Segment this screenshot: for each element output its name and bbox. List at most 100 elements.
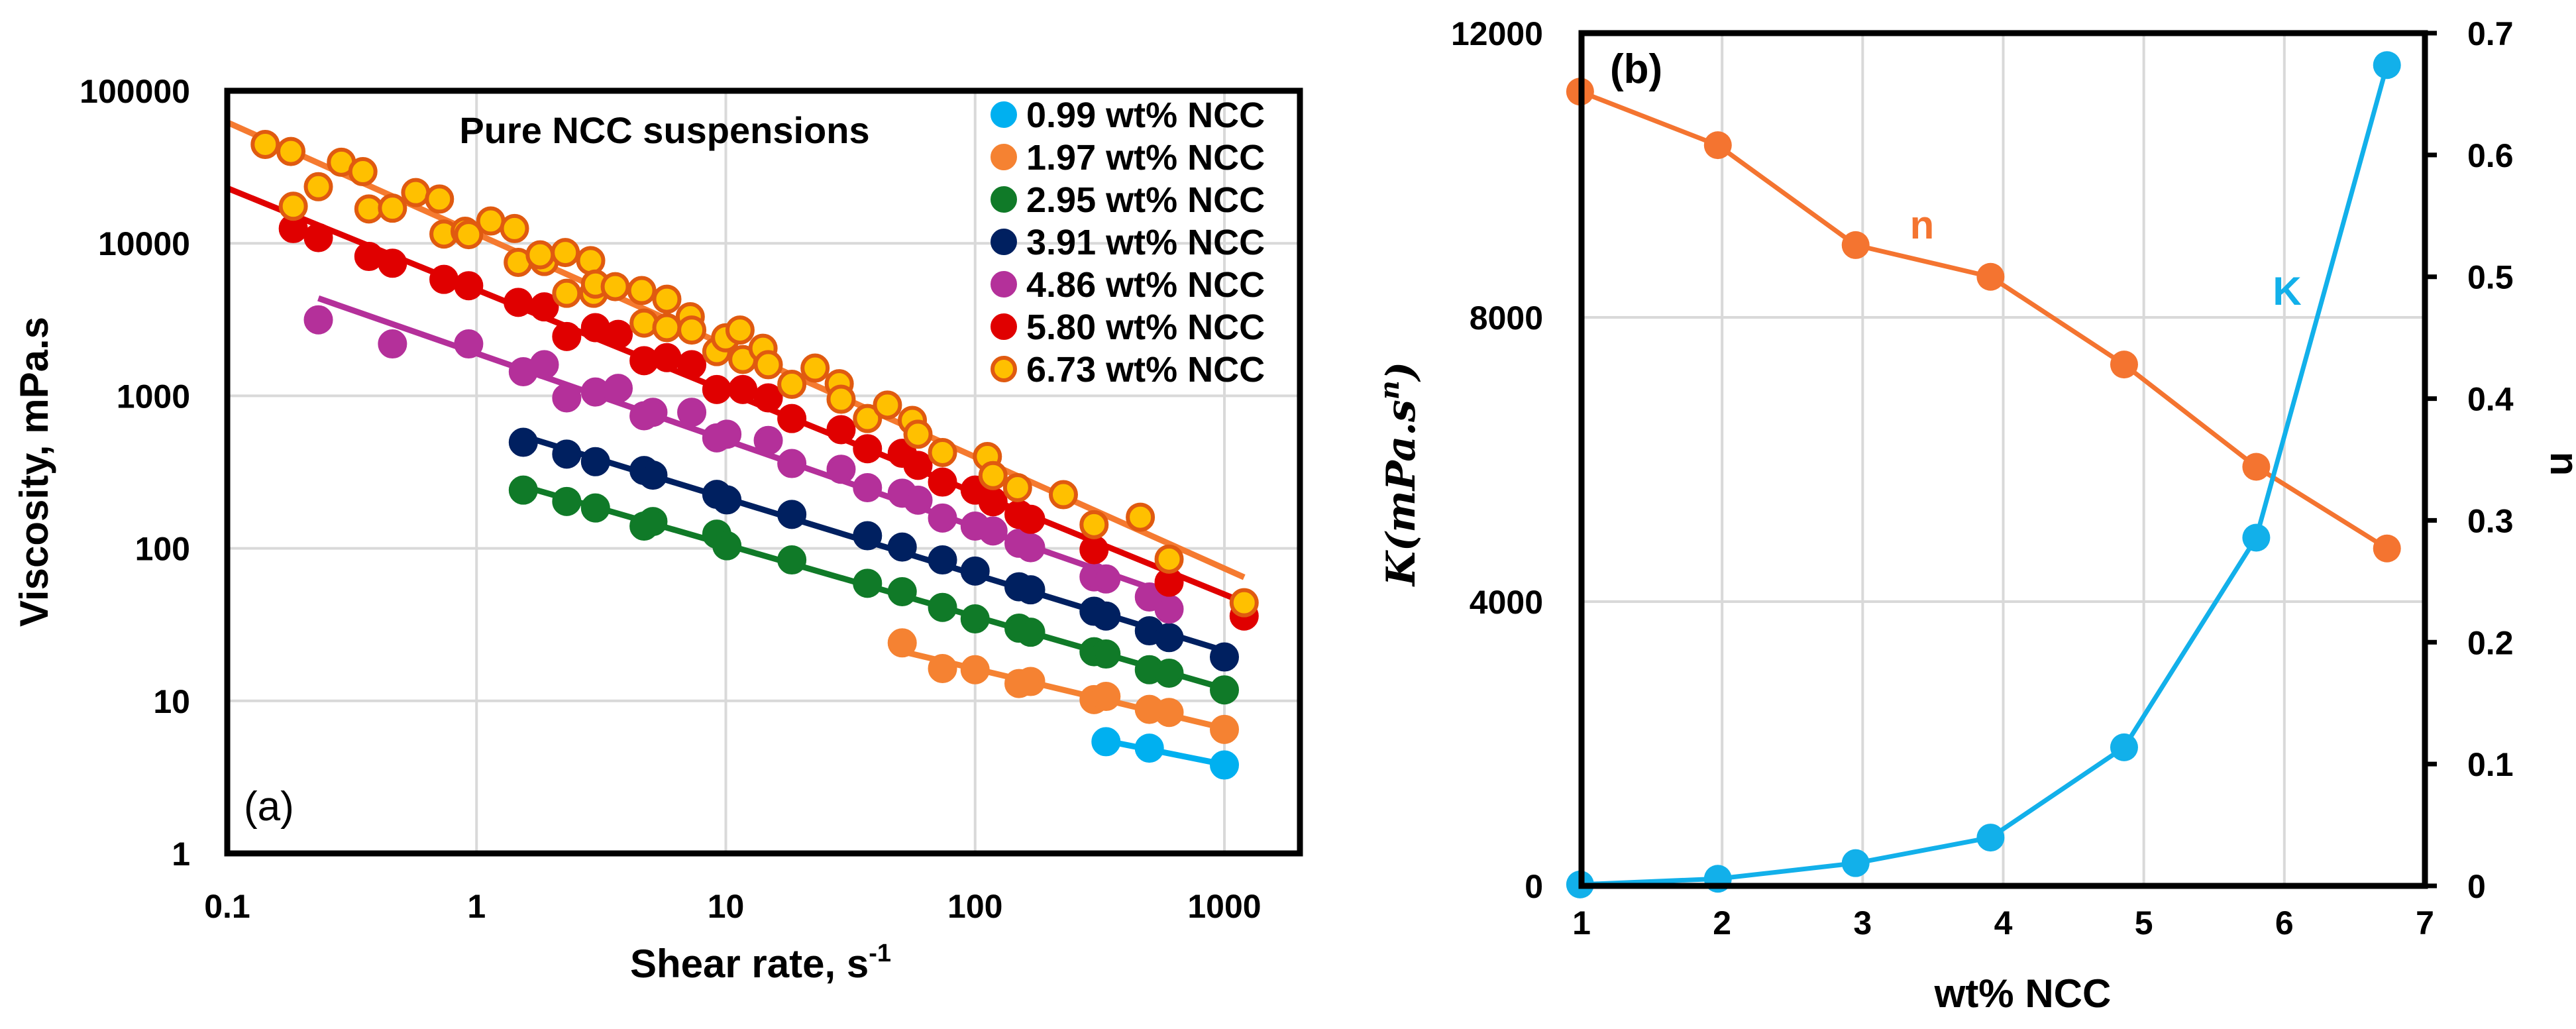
legend-marker (991, 229, 1017, 255)
data-point (652, 284, 682, 314)
data-point (303, 305, 333, 335)
data-point (250, 129, 280, 159)
data-point (476, 206, 506, 236)
legend-marker (991, 356, 1017, 382)
data-point (753, 350, 783, 380)
y-tick-label: 10 (153, 683, 190, 720)
data-point (378, 329, 407, 359)
data-point (928, 545, 957, 575)
data-point (1154, 658, 1184, 688)
n-data-point (2110, 351, 2138, 379)
y-tick-label: 100 (135, 531, 190, 568)
data-point (1154, 594, 1184, 624)
x-tick-label: 100 (947, 888, 1002, 925)
data-point (600, 272, 630, 301)
data-point (1210, 642, 1239, 672)
panel-a-x-axis-title: Shear rate, s-1 (630, 940, 891, 986)
fit-line (1105, 737, 1225, 768)
x-axis-title-superscript: -1 (869, 940, 891, 967)
data-point (826, 455, 856, 484)
n-series-label: n (1910, 203, 1935, 247)
data-point (580, 447, 610, 476)
right-y-tick-label: 0.3 (2467, 502, 2514, 539)
legend-label: 5.80 wt% NCC (1026, 307, 1265, 347)
x-tick-label: 0.1 (204, 888, 250, 925)
data-point (677, 315, 707, 345)
panel-b-label: (b) (1610, 46, 1662, 92)
data-point (728, 374, 758, 404)
data-point (1210, 675, 1239, 705)
data-point (354, 242, 384, 272)
right-y-tick-label: 0.1 (2467, 746, 2514, 783)
data-point (1210, 750, 1239, 780)
data-point (1210, 714, 1239, 744)
data-point (500, 213, 529, 243)
data-point (1016, 533, 1046, 563)
data-point (552, 321, 582, 351)
data-point (454, 329, 484, 359)
data-point (504, 288, 533, 317)
data-point (978, 460, 1008, 490)
data-point (1016, 618, 1046, 647)
panel-b-K-n-chart: 1 2 3 4 5 6 70400080001200000.10.20.30.40.50.6… (1374, 15, 2576, 1016)
left-y-tick-label: 4000 (1470, 584, 1543, 621)
panel-b-right-axis-title: n (2542, 452, 2576, 476)
data-point (903, 419, 933, 449)
data-point (978, 516, 1008, 546)
data-point (508, 427, 538, 457)
data-point (429, 264, 459, 294)
panel-a-viscosity-chart: 0.1 1 10 100 1000 1 10 100 1000 10000 100000 Pure … (12, 73, 1303, 986)
panel-b-ticks: 1 2 3 4 5 6 70400080001200000.10.20.30.40.50.6… (1451, 15, 2514, 942)
data-point (638, 398, 668, 427)
data-point (1154, 623, 1184, 653)
data-point (303, 172, 333, 201)
left-y-tick-label: 12000 (1451, 15, 1543, 52)
x-tick-label: 1 (1572, 904, 1591, 942)
data-point (1154, 544, 1184, 574)
y-tick-label: 1000 (117, 378, 190, 415)
x-tick-label: 1 (467, 888, 486, 925)
data-point (777, 370, 807, 400)
data-point (903, 485, 933, 515)
data-point (576, 246, 606, 276)
data-point (978, 487, 1008, 517)
data-point (552, 278, 582, 308)
data-point (348, 157, 378, 187)
n-data-point (1841, 231, 1870, 259)
data-point (638, 507, 668, 537)
data-point (529, 292, 559, 322)
K-series-label: K (2273, 269, 2301, 313)
data-point (960, 655, 990, 684)
data-point (1016, 667, 1046, 696)
panel-a-y-axis-title: Viscosity, mPa.s (12, 317, 56, 627)
data-point (425, 184, 455, 214)
data-point (712, 485, 742, 515)
legend-marker (991, 313, 1017, 340)
left-axis-title-close: ) (1378, 362, 1424, 382)
panel-a-title: Pure NCC suspensions (459, 109, 869, 151)
panel-b-gridlines (1582, 33, 2425, 886)
data-point (1091, 639, 1121, 669)
data-point (1079, 535, 1109, 565)
right-y-tick-label: 0.6 (2467, 137, 2514, 174)
K-data-point (1841, 849, 1870, 877)
data-point (454, 271, 484, 301)
data-point (800, 353, 830, 383)
panel-a-tick-labels: 0.1 1 10 100 1000 1 10 100 1000 10000 100000 (80, 73, 1261, 925)
data-point (525, 240, 555, 270)
x-tick-label: 3 (1853, 904, 1872, 942)
data-point (604, 319, 633, 349)
legend-marker (991, 101, 1017, 128)
data-point (529, 350, 559, 380)
data-point (677, 350, 707, 380)
data-point (1002, 472, 1032, 502)
data-point (1016, 575, 1046, 605)
right-y-tick-label: 0 (2467, 868, 2486, 905)
data-point (826, 384, 856, 414)
right-y-tick-label: 0.2 (2467, 624, 2514, 661)
legend-marker (991, 144, 1017, 170)
data-point (960, 604, 990, 633)
n-data-point (1976, 262, 2005, 291)
data-point (887, 576, 917, 606)
